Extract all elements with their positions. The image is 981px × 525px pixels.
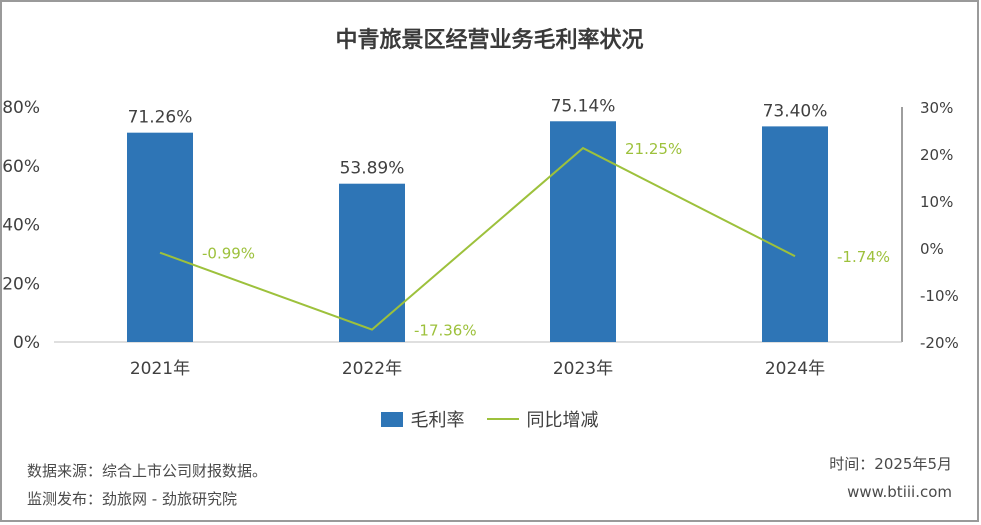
y-left-tick-label: 80% [2, 98, 40, 118]
website-text: www.btiii.com [847, 483, 952, 501]
y-right-tick-label: 20% [920, 146, 953, 164]
line-data-label: 21.25% [625, 140, 682, 158]
x-tick-label: 2022年 [342, 359, 402, 379]
line-data-label: -17.36% [414, 322, 477, 340]
bar-value-label: 73.40% [763, 101, 828, 121]
y-right-tick-label: -20% [920, 334, 959, 352]
y-right-tick-label: -10% [920, 287, 959, 305]
legend-item-line: 同比增减 [486, 406, 599, 432]
data-source-text: 数据来源：综合上市公司财报数据。 [27, 462, 268, 480]
line-data-label: -1.74% [837, 248, 890, 266]
x-tick-label: 2024年 [765, 359, 825, 379]
bar [339, 183, 405, 342]
x-tick-label: 2021年 [130, 359, 190, 379]
footer-right: 时间：2025年5月 www.btiii.com [829, 450, 952, 506]
legend-line-label: 同比增减 [526, 410, 599, 431]
y-right-tick-label: 0% [920, 240, 944, 258]
y-left-tick-label: 40% [2, 216, 40, 236]
chart-title: 中青旅景区经营业务毛利率状况 [335, 28, 644, 53]
legend-item-bar: 毛利率 [380, 406, 465, 432]
bar [550, 121, 616, 343]
bar-value-label: 75.14% [551, 96, 616, 116]
bar-value-label: 71.26% [128, 108, 193, 128]
publisher-text: 监测发布：劲旅网 - 劲旅研究院 [27, 490, 237, 508]
line-data-label: -0.99% [202, 245, 255, 263]
bar-value-label: 53.89% [340, 159, 405, 179]
x-tick-label: 2023年 [553, 359, 613, 379]
footer-left: 数据来源：综合上市公司财报数据。 监测发布：劲旅网 - 劲旅研究院 [27, 457, 267, 513]
y-left-tick-label: 0% [13, 333, 40, 353]
y-right-tick-label: 30% [920, 99, 953, 117]
y-left-tick-label: 60% [2, 157, 40, 177]
line-series-yoy [159, 146, 796, 331]
date-text: 时间：2025年5月 [829, 455, 952, 473]
bar [127, 132, 193, 342]
y-right-tick-label: 10% [920, 193, 953, 211]
chart-legend: 毛利率 同比增减 [2, 406, 977, 432]
y-left-tick-label: 20% [2, 274, 40, 294]
legend-bar-label: 毛利率 [410, 410, 465, 431]
legend-line-swatch [486, 418, 519, 420]
bar [762, 126, 828, 342]
legend-bar-swatch [380, 411, 403, 427]
